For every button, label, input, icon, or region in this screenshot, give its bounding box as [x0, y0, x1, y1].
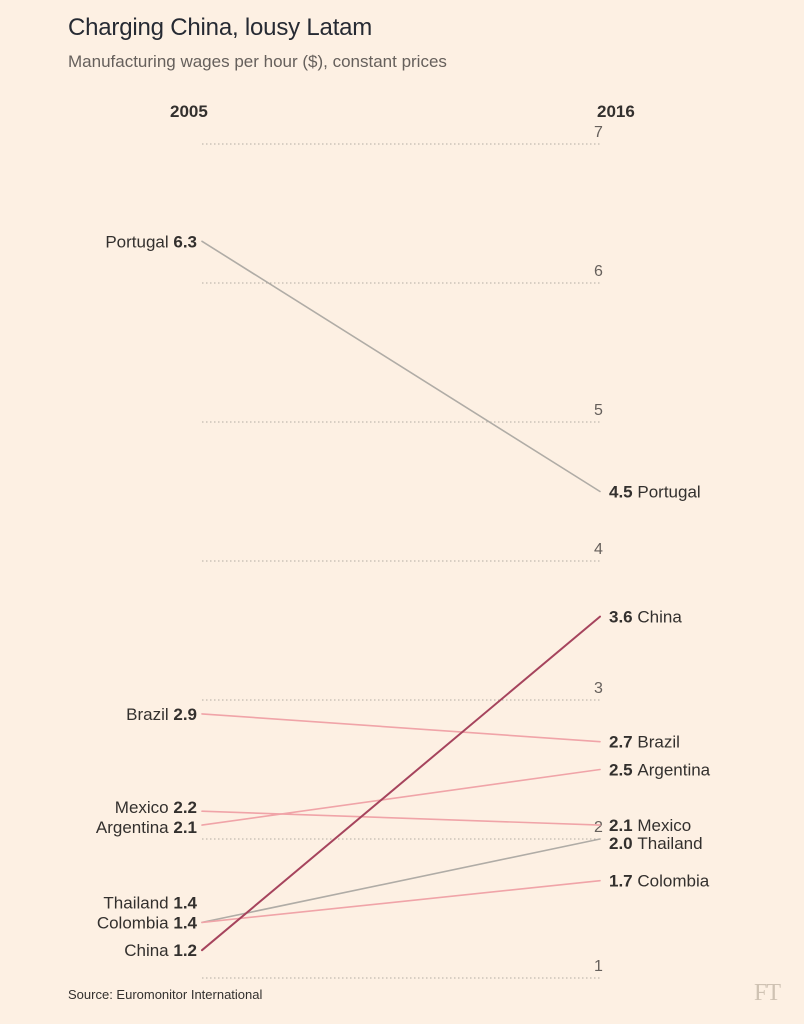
- label-2005-mexico: Mexico 2.2: [115, 798, 197, 817]
- series-name: Thailand: [103, 893, 173, 912]
- series-name: China: [124, 941, 173, 960]
- series-name: Argentina: [637, 761, 710, 780]
- chart-subtitle: Manufacturing wages per hour ($), consta…: [68, 52, 447, 71]
- value-label: 4.5: [609, 483, 637, 502]
- label-2005-thailand: Thailand 1.4: [103, 893, 197, 912]
- series-name: Brazil: [126, 705, 173, 724]
- column-header-2016: 2016: [597, 102, 635, 121]
- label-2016-brazil: 2.7 Brazil: [609, 733, 680, 752]
- value-label: 2.2: [173, 798, 197, 817]
- series-line-colombia: [201, 879, 601, 924]
- value-label: 2.0: [609, 834, 637, 853]
- value-label: 2.9: [173, 705, 197, 724]
- label-2005-colombia: Colombia 1.4: [97, 913, 198, 932]
- y-tick-label: 4: [594, 541, 603, 558]
- series-lines: [201, 240, 601, 952]
- y-tick-label: 2: [594, 819, 603, 836]
- series-name: China: [637, 608, 682, 627]
- series-line-argentina: [201, 768, 601, 826]
- label-2016-thailand: 2.0 Thailand: [609, 834, 703, 853]
- y-tick-label: 3: [594, 680, 603, 697]
- series-line-mexico: [201, 810, 601, 826]
- y-tick-label: 6: [594, 263, 603, 280]
- value-label: 1.4: [173, 913, 197, 932]
- value-label: 2.7: [609, 733, 637, 752]
- y-tick-label: 7: [594, 124, 603, 141]
- label-2016-mexico: 2.1 Mexico: [609, 816, 691, 835]
- series-name: Mexico: [637, 816, 691, 835]
- series-name: Portugal: [637, 483, 700, 502]
- series-line-china: [201, 615, 601, 952]
- series-name: Mexico: [115, 798, 174, 817]
- grid-layer: 1 2 3 4 5 6 7: [202, 124, 603, 979]
- chart-title: Charging China, lousy Latam: [68, 14, 373, 41]
- series-name: Colombia: [637, 872, 709, 891]
- label-2016-colombia: 1.7 Colombia: [609, 872, 710, 891]
- series-labels: Portugal 6.3 4.5 Portugal China 1.2 3.6 Chi…: [96, 232, 711, 960]
- column-header-2005: 2005: [170, 102, 208, 121]
- series-name: Thailand: [637, 834, 702, 853]
- y-tick-label: 5: [594, 402, 603, 419]
- series-line-portugal: [201, 240, 601, 493]
- series-name: Argentina: [96, 818, 174, 837]
- series-line-thailand: [201, 838, 601, 924]
- series-line-brazil: [201, 713, 601, 743]
- series-name: Brazil: [637, 733, 680, 752]
- label-2016-china: 3.6 China: [609, 608, 682, 627]
- label-2005-portugal: Portugal 6.3: [105, 232, 197, 251]
- source-note: Source: Euromonitor International: [68, 987, 263, 1002]
- label-2005-china: China 1.2: [124, 941, 197, 960]
- label-2005-brazil: Brazil 2.9: [126, 705, 197, 724]
- value-label: 1.4: [173, 893, 197, 912]
- y-tick-label: 1: [594, 958, 603, 975]
- label-2016-argentina: 2.5 Argentina: [609, 761, 711, 780]
- series-name: Colombia: [97, 913, 174, 932]
- ft-logo: FT: [754, 980, 781, 1006]
- value-label: 2.1: [609, 816, 637, 835]
- label-2016-portugal: 4.5 Portugal: [609, 483, 701, 502]
- value-label: 2.5: [609, 761, 637, 780]
- value-label: 3.6: [609, 608, 637, 627]
- series-name: Portugal: [105, 232, 173, 251]
- value-label: 1.7: [609, 872, 637, 891]
- label-2005-argentina: Argentina 2.1: [96, 818, 197, 837]
- value-label: 1.2: [173, 941, 197, 960]
- value-label: 2.1: [173, 818, 197, 837]
- value-label: 6.3: [173, 232, 197, 251]
